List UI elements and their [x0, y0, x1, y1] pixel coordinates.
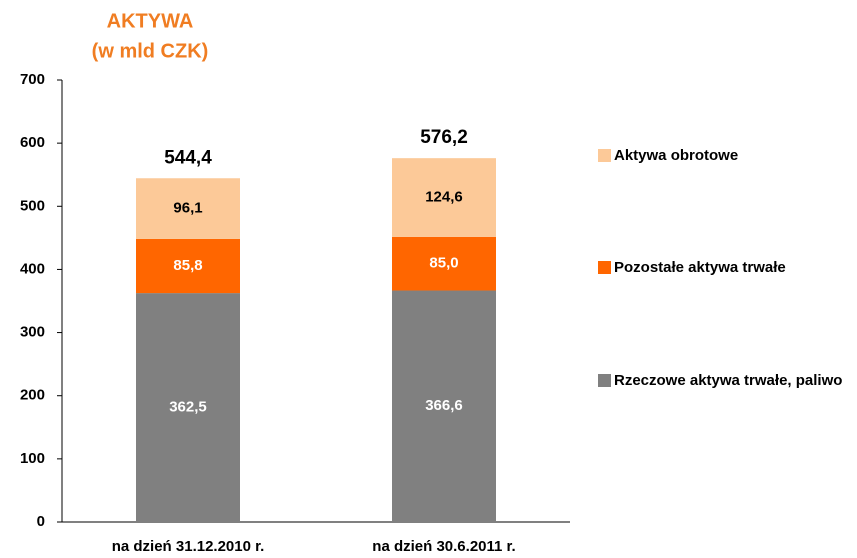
x-tick-label: na dzień 30.6.2011 r. [372, 538, 515, 555]
value-label: 85,0 [429, 255, 458, 272]
x-tick-label: na dzień 31.12.2010 r. [112, 538, 265, 555]
y-tick-label: 200 [20, 387, 45, 404]
total-label: 576,2 [420, 127, 468, 148]
y-tick-label: 100 [20, 450, 45, 467]
legend-label: Rzeczowe aktywa trwałe, paliwo [614, 372, 843, 389]
y-tick-label: 300 [20, 324, 45, 341]
y-tick-label: 600 [20, 134, 45, 151]
value-label: 362,5 [169, 399, 207, 416]
legend-swatch [598, 149, 611, 162]
y-tick-label: 400 [20, 260, 45, 277]
value-label: 96,1 [173, 200, 202, 217]
y-tick-label: 0 [37, 513, 45, 530]
bar-segment [392, 290, 496, 522]
total-label: 544,4 [164, 147, 212, 168]
bar-segment [392, 158, 496, 237]
chart-title: AKTYWA [107, 10, 194, 32]
legend-label: Aktywa obrotowe [614, 147, 739, 164]
bar-segment [392, 236, 496, 291]
y-tick-label: 500 [20, 197, 45, 214]
chart-subtitle: (w mld CZK) [92, 40, 209, 62]
value-label: 124,6 [425, 188, 463, 205]
legend-label: Pozostałe aktywa trwałe [614, 259, 786, 276]
legend-swatch [598, 374, 611, 387]
legend-swatch [598, 261, 611, 274]
bar-segment [136, 178, 240, 239]
y-tick-label: 700 [20, 71, 45, 88]
bar-segment [136, 293, 240, 522]
value-label: 85,8 [173, 257, 202, 274]
value-label: 366,6 [425, 397, 463, 414]
bar-segment [136, 238, 240, 294]
